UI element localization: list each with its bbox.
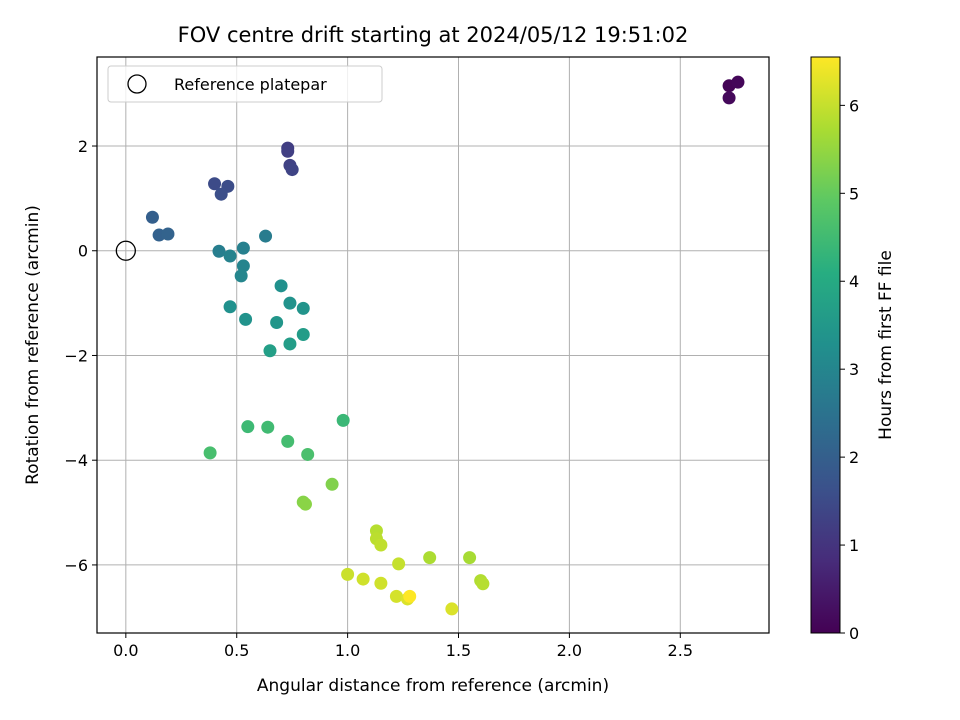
colorbar — [810, 56, 841, 634]
scatter-point — [203, 446, 217, 460]
scatter-point — [298, 497, 312, 511]
x-tick-label: 0.0 — [113, 641, 138, 660]
scatter-point — [392, 557, 406, 571]
colorbar-ticks: 0 1 2 3 4 5 6 — [840, 96, 859, 643]
scatter-point — [325, 477, 339, 491]
scatter-point — [722, 91, 736, 105]
y-axis-ticks: 2 0 −2 −4 −6 — [64, 137, 97, 575]
scatter-point — [374, 538, 388, 552]
scatter-point — [283, 296, 297, 310]
colorbar-tick-label: 5 — [849, 184, 859, 203]
scatter-point — [263, 344, 277, 358]
scatter-point — [403, 589, 417, 603]
scatter-point — [285, 163, 299, 177]
scatter-point — [270, 315, 284, 329]
scatter-point — [476, 577, 490, 591]
y-tick-label: 2 — [78, 137, 88, 156]
legend: Reference platepar — [107, 65, 383, 103]
scatter-point — [212, 244, 226, 258]
scatter-point — [241, 420, 255, 434]
scatter-point — [234, 269, 248, 283]
scatter-point — [161, 227, 175, 241]
scatter-point — [145, 210, 159, 224]
scatter-point — [301, 447, 315, 461]
scatter-point — [374, 576, 388, 590]
x-tick-label: 2.0 — [557, 641, 582, 660]
plot-frame — [96, 56, 770, 634]
scatter-point — [356, 572, 370, 586]
scatter-point — [236, 241, 250, 255]
scatter-point — [239, 312, 253, 326]
x-tick-label: 2.5 — [668, 641, 693, 660]
scatter-point — [236, 259, 250, 273]
x-axis-ticks: 0.0 0.5 1.0 1.5 2.0 2.5 — [113, 633, 693, 660]
y-tick-label: −6 — [64, 556, 88, 575]
colorbar-tick-label: 2 — [849, 448, 859, 467]
x-tick-label: 1.5 — [446, 641, 471, 660]
colorbar-tick-label: 0 — [849, 624, 859, 643]
colorbar-tick-label: 3 — [849, 360, 859, 379]
scatter-points — [145, 75, 745, 616]
chart-title: FOV centre drift starting at 2024/05/12 … — [178, 23, 689, 47]
scatter-point — [296, 328, 310, 342]
scatter-point — [423, 551, 437, 565]
scatter-point — [731, 75, 745, 89]
scatter-point — [341, 567, 355, 581]
scatter-point — [259, 229, 273, 243]
reference-platepar-marker — [115, 240, 136, 261]
scatter-point — [389, 589, 403, 603]
colorbar-tick-label: 4 — [849, 272, 859, 291]
legend-box — [107, 65, 383, 103]
scatter-point — [223, 249, 237, 263]
grid — [97, 57, 769, 633]
x-axis-label: Angular distance from reference (arcmin) — [257, 676, 609, 696]
colorbar-tick-label: 1 — [849, 536, 859, 555]
scatter-point — [281, 434, 295, 448]
colorbar-label: Hours from first FF file — [876, 250, 896, 440]
scatter-point — [463, 551, 477, 565]
x-tick-label: 1.0 — [335, 641, 360, 660]
scatter-point — [261, 420, 275, 434]
scatter-point — [336, 413, 350, 427]
scatter-point — [223, 300, 237, 314]
scatter-point — [208, 177, 222, 191]
reference-marker-layer — [115, 240, 136, 261]
scatter-point — [296, 301, 310, 315]
colorbar-tick-label: 6 — [849, 96, 859, 115]
legend-reference-label: Reference platepar — [174, 75, 327, 94]
scatter-point — [274, 279, 288, 293]
x-tick-label: 0.5 — [224, 641, 249, 660]
legend-reference-marker — [127, 74, 147, 94]
scatter-point — [281, 144, 295, 158]
y-tick-label: −2 — [64, 346, 88, 365]
y-tick-label: −4 — [64, 451, 88, 470]
scatter-point — [214, 187, 228, 201]
scatter-point — [283, 337, 297, 351]
y-tick-label: 0 — [78, 242, 88, 261]
scatter-point — [445, 602, 459, 616]
y-axis-label: Rotation from reference (arcmin) — [23, 205, 43, 485]
